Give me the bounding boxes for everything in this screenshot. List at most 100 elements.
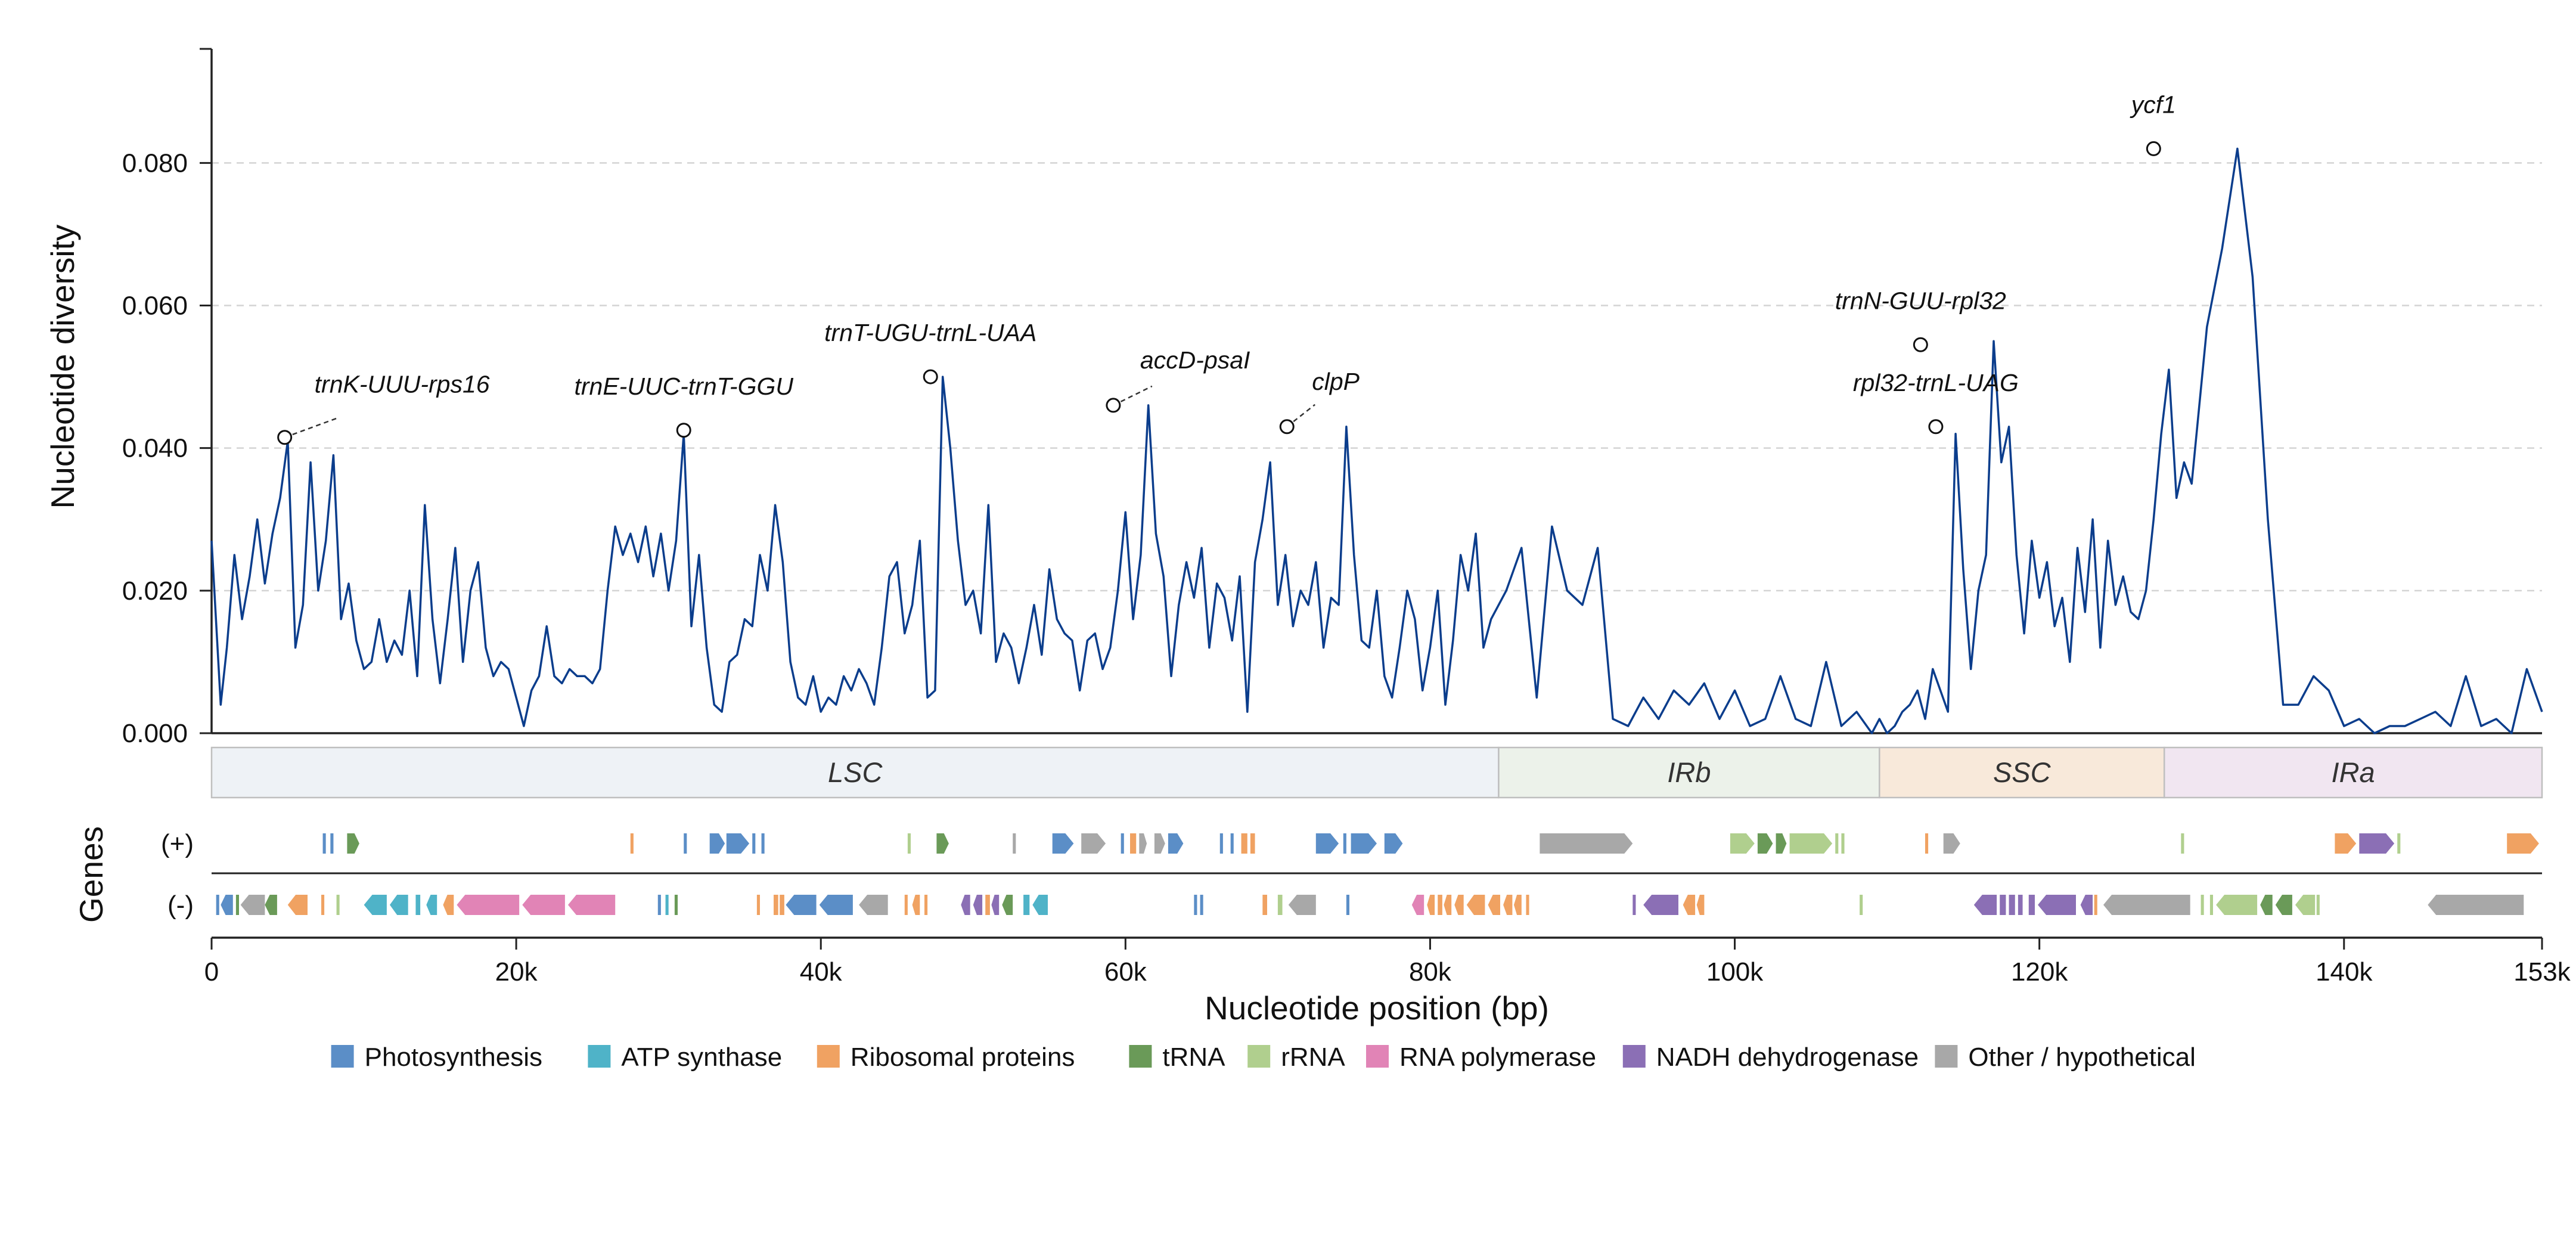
gene-plus-strand — [1351, 833, 1377, 854]
gene-plus-strand — [1013, 833, 1016, 854]
gene-minus-strand — [1973, 895, 1997, 915]
gene-minus-strand — [991, 895, 1000, 915]
gene-minus-strand — [415, 895, 421, 915]
peak-label: ycf1 — [2130, 91, 2176, 118]
gene-plus-strand — [1943, 833, 1960, 854]
region-label: IRa — [2332, 756, 2375, 788]
gene-minus-strand — [665, 895, 669, 915]
peak-leader-line — [1113, 385, 1153, 407]
gene-plus-strand — [684, 833, 687, 854]
gene-plus-strand — [330, 833, 334, 854]
region-box-lsc — [210, 746, 1500, 799]
legend-swatch-photo — [331, 1045, 354, 1068]
gene-minus-strand — [674, 895, 678, 915]
legend-label-trna: tRNA — [1162, 1043, 1225, 1072]
gene-plus-strand — [1730, 833, 1755, 854]
legend-swatch-rrna — [1247, 1045, 1271, 1068]
gene-plus-strand — [1081, 833, 1106, 854]
gene-plus-strand — [936, 833, 949, 854]
gene-minus-strand — [2275, 895, 2292, 915]
gene-minus-strand — [1643, 895, 1678, 915]
strand-label-minus: (-) — [167, 891, 194, 920]
gene-minus-strand — [1438, 895, 1442, 915]
gene-plus-strand — [1841, 833, 1845, 854]
x-axis-title: Nucleotide position (bp) — [1205, 990, 1549, 1026]
gene-minus-strand — [756, 895, 760, 915]
gene-plus-strand — [1250, 833, 1255, 854]
genes-track-title: Genes — [73, 826, 110, 923]
gene-minus-strand — [2209, 895, 2213, 915]
peak-marker — [1279, 419, 1295, 435]
gene-minus-strand — [2428, 895, 2524, 915]
gene-minus-strand — [1194, 895, 1197, 915]
gene-minus-strand — [774, 895, 778, 915]
strand-label-plus: (+) — [161, 829, 194, 858]
region-label: SSC — [1993, 756, 2052, 788]
region-label: LSC — [828, 756, 883, 788]
gene-plus-strand — [2181, 833, 2184, 854]
gene-minus-strand — [216, 895, 219, 915]
x-tick-label: 140k — [2316, 957, 2373, 987]
gene-plus-strand — [2397, 833, 2401, 854]
legend-label-rrna: rRNA — [1281, 1043, 1345, 1072]
gene-minus-strand — [1032, 895, 1048, 915]
gene-plus-strand — [1139, 833, 1147, 854]
gene-plus-strand — [1789, 833, 1833, 854]
gene-minus-strand — [2038, 895, 2076, 915]
peak-annotations: trnK-UUU-rps16 trnE-UUC-trnT-GGU trnT-UGU-… — [277, 91, 2176, 445]
gene-minus-strand — [426, 895, 437, 915]
gene-plus-strand — [1343, 833, 1346, 854]
x-tick-label: 80k — [1409, 957, 1452, 987]
gene-plus-strand — [1230, 833, 1234, 854]
gene-minus-strand — [2103, 895, 2190, 915]
peak-marker — [676, 423, 691, 438]
gene-minus-strand — [1288, 895, 1316, 915]
gene-minus-strand — [443, 895, 454, 915]
gene-minus-strand — [265, 895, 277, 915]
gene-minus-strand — [1683, 895, 1696, 915]
y-tick-label: 0.040 — [122, 434, 188, 463]
genome-regions-track: LSC IRb SSC IRa — [210, 746, 2543, 799]
gene-plus-strand — [347, 833, 359, 854]
gene-minus-strand — [2094, 895, 2097, 915]
gene-minus-strand — [780, 895, 784, 915]
legend-label-atp: ATP synthase — [621, 1043, 782, 1072]
peak-label: clpP — [1312, 368, 1360, 395]
gene-minus-strand — [2080, 895, 2093, 915]
gene-plus-strand — [752, 833, 756, 854]
peak-marker — [923, 369, 938, 384]
gene-plus-strand — [1219, 833, 1223, 854]
gene-minus-strand — [786, 895, 817, 915]
peak-label: trnE-UUC-trnT-GGU — [574, 373, 793, 400]
x-tick-label: 120k — [2011, 957, 2068, 987]
gene-plus-strand — [1776, 833, 1787, 854]
y-tick-label: 0.080 — [122, 148, 188, 178]
x-tick-label: 20k — [495, 957, 538, 987]
y-tick-label: 0.000 — [122, 719, 188, 748]
gene-minus-strand — [1346, 895, 1349, 915]
gene-minus-strand — [1526, 895, 1529, 915]
gene-minus-strand — [819, 895, 853, 915]
gene-plus-strand — [2359, 833, 2395, 854]
gene-minus-strand — [2018, 895, 2023, 915]
y-tick-label: 0.060 — [122, 291, 188, 321]
gene-minus-strand — [336, 895, 340, 915]
gene-plus-strand — [1835, 833, 1839, 854]
gene-minus-strand — [2216, 895, 2258, 915]
legend-label-ndh: NADH dehydrogenase — [1656, 1043, 1919, 1072]
gene-minus-strand — [1503, 895, 1513, 915]
gene-minus-strand — [1262, 895, 1267, 915]
gene-plus-strand — [1315, 833, 1339, 854]
region-box-irb — [1498, 746, 1880, 799]
gene-minus-strand — [2000, 895, 2006, 915]
legend-label-other: Other / hypothetical — [1968, 1043, 2196, 1072]
gene-minus-strand — [904, 895, 908, 915]
gene-minus-strand — [568, 895, 616, 915]
gene-minus-strand — [2201, 895, 2204, 915]
axes: 0.000 0.020 0.040 0.060 0.080 0 20k 40k 60k 80k 10… — [122, 48, 2571, 987]
gene-minus-strand — [912, 895, 920, 915]
grid-lines — [212, 162, 2542, 592]
peak-marker — [2146, 141, 2161, 156]
legend-label-ribo: Ribosomal proteins — [851, 1043, 1075, 1072]
